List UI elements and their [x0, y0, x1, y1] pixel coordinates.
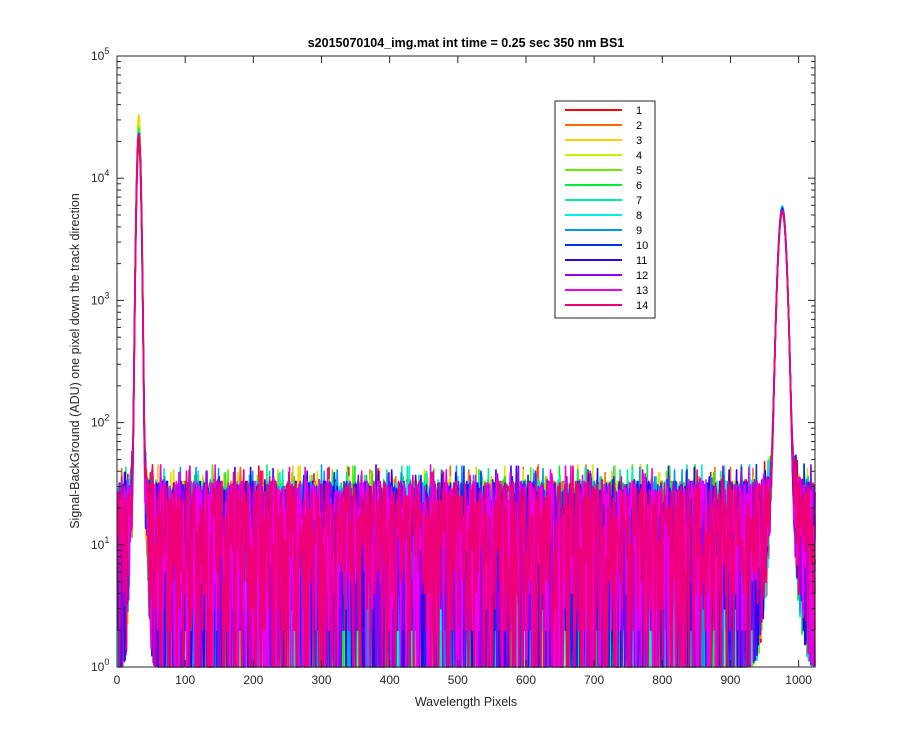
legend-label-5: 5 [636, 165, 642, 177]
x-tick-label: 400 [380, 673, 400, 687]
legend-label-3: 3 [636, 135, 642, 147]
legend-label-8: 8 [636, 210, 642, 222]
y-tick-label: 104 [91, 168, 109, 185]
legend-label-12: 12 [636, 270, 648, 282]
y-tick-exponent: 2 [104, 413, 109, 423]
y-tick-exponent: 5 [104, 46, 109, 56]
legend-label-13: 13 [636, 285, 648, 297]
legend-label-6: 6 [636, 180, 642, 192]
x-tick-label: 0 [114, 673, 121, 687]
y-tick-base: 10 [91, 49, 105, 63]
y-tick-base: 10 [91, 293, 105, 307]
y-tick-label: 105 [91, 46, 109, 63]
y-axis-label: Signal-BackGround (ADU) one pixel down t… [68, 193, 82, 529]
y-tick-label: 103 [91, 290, 109, 307]
legend-label-9: 9 [636, 225, 642, 237]
x-tick-label: 300 [311, 673, 331, 687]
y-tick-base: 10 [91, 171, 105, 185]
y-tick-label: 100 [91, 657, 109, 674]
legend-label-7: 7 [636, 195, 642, 207]
x-axis: 0 100 200 300 400 500 600 700 800 900 1000 [114, 56, 812, 687]
chart-title: s2015070104_img.mat int time = 0.25 sec … [308, 36, 625, 50]
x-tick-label: 200 [243, 673, 263, 687]
plot-area: 0 100 200 300 400 500 600 700 800 900 1000 1001011… [91, 46, 816, 687]
y-tick-label: 102 [91, 413, 109, 430]
y-tick-exponent: 0 [104, 657, 109, 667]
x-tick-label: 900 [720, 673, 740, 687]
y-tick-exponent: 3 [104, 290, 109, 300]
legend-box [554, 100, 656, 319]
x-axis-label: Wavelength Pixels [415, 695, 517, 709]
y-tick-base: 10 [91, 660, 105, 674]
series-layer [116, 113, 816, 668]
x-tick-label: 1000 [785, 673, 812, 687]
x-tick-label: 100 [175, 673, 195, 687]
x-tick-label: 700 [584, 673, 604, 687]
legend-label-1: 1 [636, 105, 642, 117]
y-tick-exponent: 4 [104, 168, 109, 178]
legend-label-4: 4 [636, 150, 642, 162]
x-tick-label: 600 [516, 673, 536, 687]
y-tick-label: 101 [91, 535, 109, 552]
legend-label-10: 10 [636, 240, 648, 252]
series-line-14 [116, 135, 816, 668]
y-tick-base: 10 [91, 416, 105, 430]
legend-label-11: 11 [636, 255, 647, 267]
x-tick-label: 500 [448, 673, 468, 687]
y-tick-base: 10 [91, 538, 105, 552]
axes-box [116, 55, 816, 668]
legend-label-14: 14 [636, 300, 648, 312]
legend-label-2: 2 [636, 120, 642, 132]
x-tick-label: 800 [652, 673, 672, 687]
y-tick-exponent: 1 [104, 535, 109, 545]
